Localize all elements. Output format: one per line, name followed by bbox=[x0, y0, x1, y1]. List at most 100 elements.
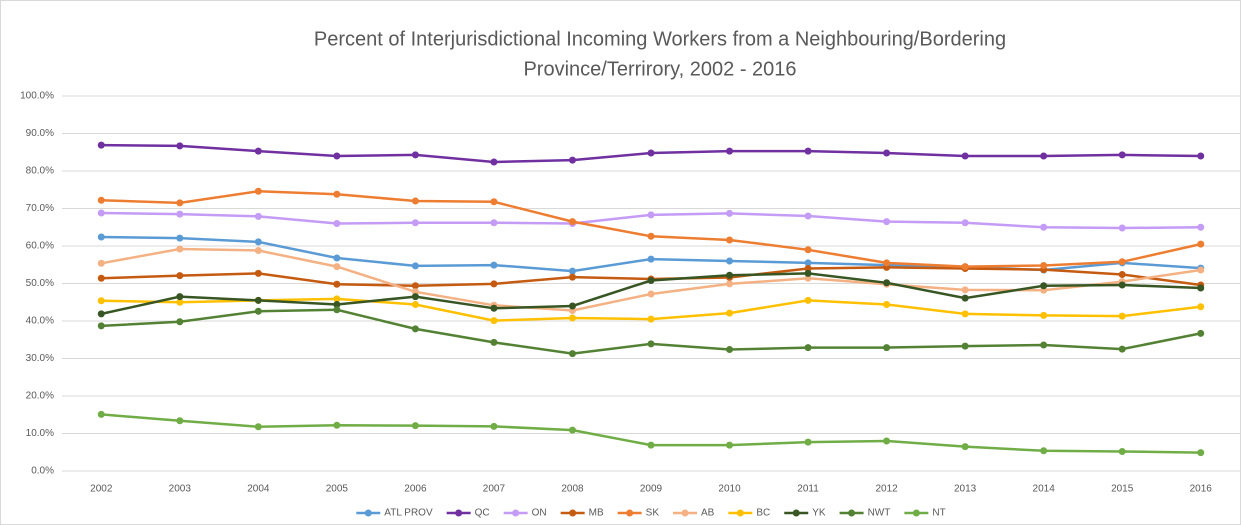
data-point bbox=[568, 267, 576, 275]
data-point bbox=[1197, 240, 1205, 248]
data-point bbox=[254, 238, 262, 246]
y-tick-label: 100.0% bbox=[20, 91, 54, 102]
data-point bbox=[647, 211, 655, 219]
data-point bbox=[1118, 151, 1126, 159]
data-point bbox=[1197, 449, 1205, 457]
data-point bbox=[804, 212, 812, 220]
x-tick-label: 2010 bbox=[718, 484, 741, 495]
x-tick-label: 2016 bbox=[1190, 484, 1213, 495]
data-point bbox=[333, 421, 341, 429]
y-tick-label: 50.0% bbox=[26, 278, 54, 289]
data-point bbox=[804, 147, 812, 155]
data-point bbox=[647, 315, 655, 323]
data-point bbox=[333, 263, 341, 271]
data-point bbox=[411, 219, 419, 227]
data-point bbox=[411, 197, 419, 205]
data-point bbox=[726, 280, 734, 288]
data-point bbox=[411, 262, 419, 270]
data-point bbox=[1197, 223, 1205, 231]
data-point bbox=[411, 288, 419, 296]
data-point bbox=[97, 297, 105, 305]
data-point bbox=[97, 310, 105, 318]
data-point bbox=[804, 269, 812, 277]
data-point bbox=[1197, 284, 1205, 292]
data-point bbox=[726, 271, 734, 279]
data-point bbox=[883, 259, 891, 267]
data-point bbox=[568, 302, 576, 310]
data-point bbox=[176, 142, 184, 150]
data-point bbox=[1197, 329, 1205, 337]
y-tick-label: 90.0% bbox=[26, 128, 54, 139]
data-point bbox=[411, 293, 419, 301]
x-tick-label: 2007 bbox=[483, 484, 506, 495]
data-point bbox=[726, 346, 734, 353]
data-point bbox=[333, 220, 341, 227]
data-point bbox=[961, 263, 969, 271]
data-point bbox=[1040, 341, 1048, 349]
data-point bbox=[1118, 271, 1126, 278]
legend-label: QC bbox=[475, 508, 490, 519]
data-point bbox=[647, 277, 655, 284]
data-point bbox=[254, 296, 262, 304]
data-point bbox=[411, 282, 419, 290]
data-point bbox=[176, 245, 184, 253]
data-point bbox=[254, 423, 262, 431]
legend-label: BC bbox=[756, 508, 770, 519]
data-point bbox=[97, 209, 105, 217]
data-point bbox=[1040, 311, 1048, 319]
data-point bbox=[883, 149, 891, 157]
data-point bbox=[176, 234, 184, 242]
data-point bbox=[883, 218, 891, 226]
data-point bbox=[961, 219, 969, 227]
data-point bbox=[726, 309, 734, 317]
data-point bbox=[97, 410, 105, 418]
data-point bbox=[333, 295, 341, 303]
x-tick-label: 2011 bbox=[797, 484, 819, 495]
data-point bbox=[647, 441, 655, 449]
x-tick-label: 2012 bbox=[875, 484, 898, 495]
legend-marker bbox=[792, 509, 800, 517]
data-point bbox=[961, 294, 969, 302]
legend-label: ATL PROV bbox=[384, 508, 433, 519]
data-point bbox=[1040, 262, 1048, 269]
data-point bbox=[961, 443, 969, 451]
data-point bbox=[647, 255, 655, 263]
data-point bbox=[490, 219, 498, 227]
y-tick-label: 30.0% bbox=[26, 353, 54, 364]
data-point bbox=[647, 232, 655, 240]
data-point bbox=[568, 314, 576, 322]
x-tick-label: 2006 bbox=[404, 484, 427, 495]
chart-title: Province/Terrirory, 2002 - 2016 bbox=[523, 58, 796, 80]
legend-marker bbox=[736, 509, 744, 517]
data-point bbox=[1040, 223, 1048, 231]
chart-title: Percent of Interjurisdictional Incoming … bbox=[314, 28, 1006, 50]
legend-marker bbox=[848, 509, 856, 517]
data-point bbox=[726, 147, 734, 155]
data-point bbox=[254, 307, 262, 315]
data-point bbox=[1197, 266, 1205, 274]
data-point bbox=[726, 236, 734, 244]
data-point bbox=[254, 147, 262, 155]
legend-label: MB bbox=[589, 508, 604, 519]
data-point bbox=[883, 279, 891, 287]
y-tick-label: 40.0% bbox=[26, 316, 54, 327]
data-point bbox=[333, 190, 341, 198]
data-point bbox=[1118, 224, 1126, 232]
data-point bbox=[490, 280, 498, 288]
data-point bbox=[804, 438, 812, 446]
data-point bbox=[726, 257, 734, 265]
data-point bbox=[647, 290, 655, 298]
x-tick-label: 2002 bbox=[90, 484, 113, 495]
data-point bbox=[568, 156, 576, 164]
data-point bbox=[254, 247, 262, 254]
data-point bbox=[961, 286, 969, 294]
x-tick-label: 2009 bbox=[640, 484, 663, 495]
data-point bbox=[333, 301, 341, 308]
data-point bbox=[97, 259, 105, 267]
data-point bbox=[333, 306, 341, 314]
data-point bbox=[1040, 447, 1048, 455]
data-point bbox=[411, 325, 419, 333]
x-tick-label: 2003 bbox=[169, 484, 192, 495]
data-point bbox=[568, 426, 576, 434]
